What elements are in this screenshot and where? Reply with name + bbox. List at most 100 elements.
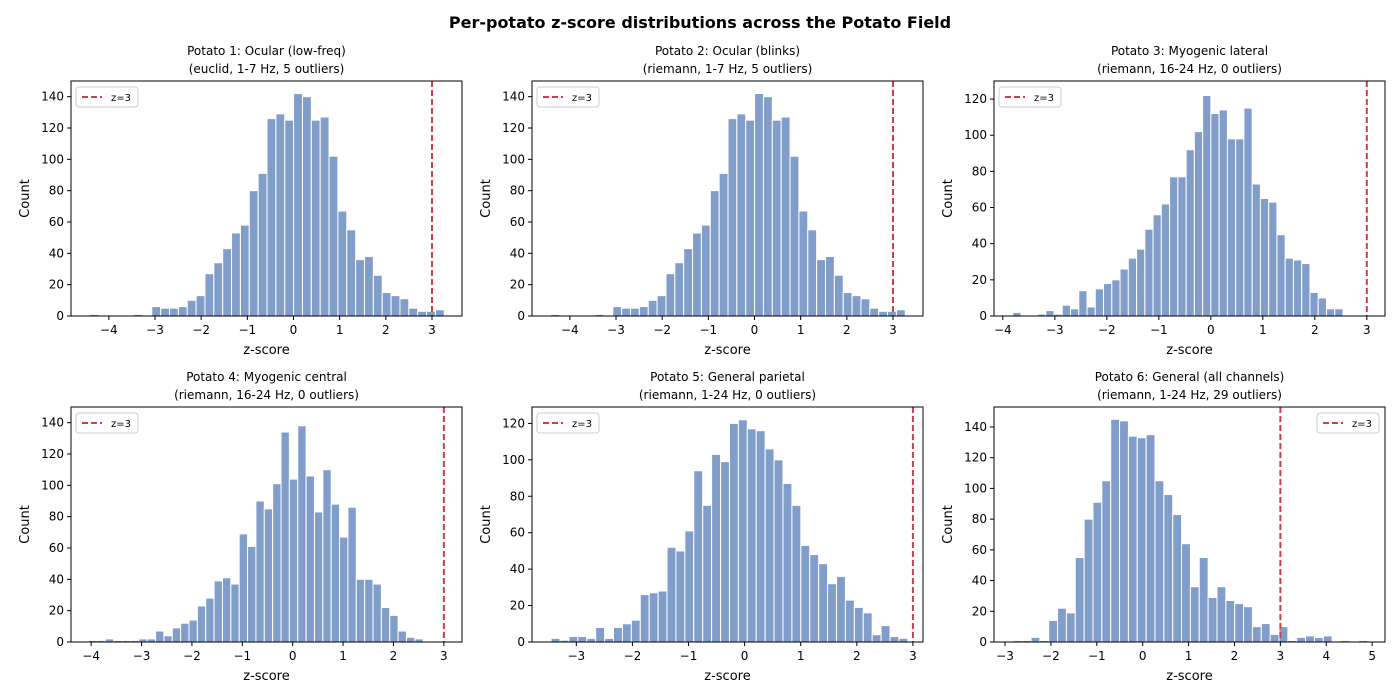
histogram-bar [372, 274, 383, 317]
x-tick-label: 2 [1231, 649, 1239, 663]
histogram-bar [205, 597, 215, 643]
x-tick-label: −3 [607, 323, 625, 337]
histogram-bar [612, 306, 623, 317]
histogram-bar [737, 419, 748, 643]
histogram-bar [709, 190, 720, 317]
legend-box [1316, 412, 1380, 434]
histogram-bar [1185, 149, 1195, 317]
subplot-title: Potato 1: Ocular (low-freq) [187, 44, 346, 58]
y-tick-label: 20 [49, 604, 64, 618]
legend-label: z=3 [1352, 419, 1372, 430]
axes-frame [993, 406, 1386, 643]
histogram-bar [188, 619, 198, 643]
histogram-bars [1012, 418, 1369, 643]
histogram-bar [895, 309, 906, 317]
histogram-bar [851, 295, 862, 317]
histogram-bar [222, 248, 233, 317]
histogram-bar [1202, 94, 1212, 317]
histogram-bar [718, 172, 729, 317]
x-tick-label: −4 [561, 323, 579, 337]
histogram-bar [1074, 557, 1085, 643]
x-tick-label: −1 [680, 649, 698, 663]
y-tick-label: 100 [41, 152, 64, 166]
y-tick-label: 0 [517, 635, 525, 649]
histogram-bar [586, 637, 597, 643]
histogram-bar [665, 273, 676, 317]
histogram-bar [347, 506, 357, 643]
axes-frame [993, 80, 1386, 317]
histogram-bar [163, 635, 173, 643]
histogram-bar [1061, 304, 1072, 317]
histogram-bar [827, 583, 837, 643]
x-axis-label: z-score [243, 343, 289, 358]
x-tick-label: 2 [843, 323, 851, 337]
subplot-subtitle: (riemann, 1-24 Hz, 0 outliers) [639, 388, 816, 402]
histogram-bar [1207, 596, 1218, 643]
y-tick-label: 60 [972, 201, 987, 215]
histogram-bar [809, 554, 820, 643]
histogram-bar [405, 636, 416, 643]
subplot-subtitle: (riemann, 1-7 Hz, 5 outliers) [643, 62, 813, 76]
x-tick-label: −3 [567, 649, 585, 663]
histogram-bar [230, 583, 240, 643]
histogram-bar [1136, 437, 1147, 643]
x-axis-label: z-score [1166, 343, 1212, 358]
histogram-bar [1172, 514, 1183, 643]
x-tick-label: −1 [699, 323, 717, 337]
histogram-bar [1160, 203, 1171, 317]
histogram-bar [196, 605, 207, 643]
y-tick-label: 120 [964, 92, 987, 106]
x-tick-label: −2 [1042, 649, 1060, 663]
histogram-bar [389, 614, 399, 643]
histogram-bar [1110, 418, 1121, 643]
y-tick-label: 0 [56, 309, 64, 323]
histogram-bar [621, 623, 632, 643]
y-tick-label: 80 [972, 164, 987, 178]
histogram-bar [613, 626, 623, 643]
histogram-bar [434, 309, 445, 317]
histogram-bar [364, 255, 374, 317]
histogram-bar [683, 248, 694, 317]
y-tick-label: 80 [972, 512, 987, 526]
histogram-bar [595, 626, 606, 643]
axes-frame [70, 406, 463, 643]
x-tick-label: 3 [1277, 649, 1285, 663]
histogram-bar [263, 508, 274, 643]
histogram-bar [301, 96, 312, 317]
histogram-bar [816, 259, 827, 317]
y-tick-label: 60 [49, 215, 64, 229]
legend-box [75, 86, 139, 108]
histogram-bar [780, 116, 791, 317]
histogram-bar [853, 606, 864, 643]
histogram-bar [1317, 297, 1327, 317]
histogram-bar [1119, 268, 1129, 317]
histogram-bar [346, 229, 357, 317]
subplot-title: Potato 4: Myogenic central [186, 370, 347, 384]
x-tick-label: 1 [339, 649, 347, 663]
legend-label: z=3 [572, 419, 592, 430]
x-tick-label: 3 [889, 323, 897, 337]
histogram-bar [711, 453, 722, 643]
histogram-bar [1251, 626, 1262, 643]
histogram-bar [835, 575, 846, 643]
histogram-bar [692, 232, 702, 317]
y-tick-label: 120 [41, 121, 64, 135]
histogram-bar [1057, 607, 1067, 643]
subplot-2: Potato 2: Ocular (blinks) (riemann, 1-7 H… [479, 44, 924, 358]
histogram-bars [550, 419, 909, 643]
histogram-bar [782, 483, 793, 643]
subplot-subtitle: (riemann, 16-24 Hz, 0 outliers) [1097, 62, 1282, 76]
legend-box [75, 412, 139, 434]
y-tick-label: 140 [964, 420, 987, 434]
x-tick-label: −1 [238, 323, 256, 337]
x-tick-label: 0 [289, 649, 297, 663]
y-tick-label: 20 [972, 273, 987, 287]
histogram-bar [1012, 311, 1022, 317]
histogram-bar [1127, 257, 1138, 317]
histogram-bar [800, 544, 811, 643]
histogram-bar [1094, 288, 1105, 317]
histogram-bars [88, 425, 424, 643]
x-tick-label: 3 [909, 649, 917, 663]
histogram-bar [862, 612, 873, 643]
histogram-bar [674, 262, 685, 317]
